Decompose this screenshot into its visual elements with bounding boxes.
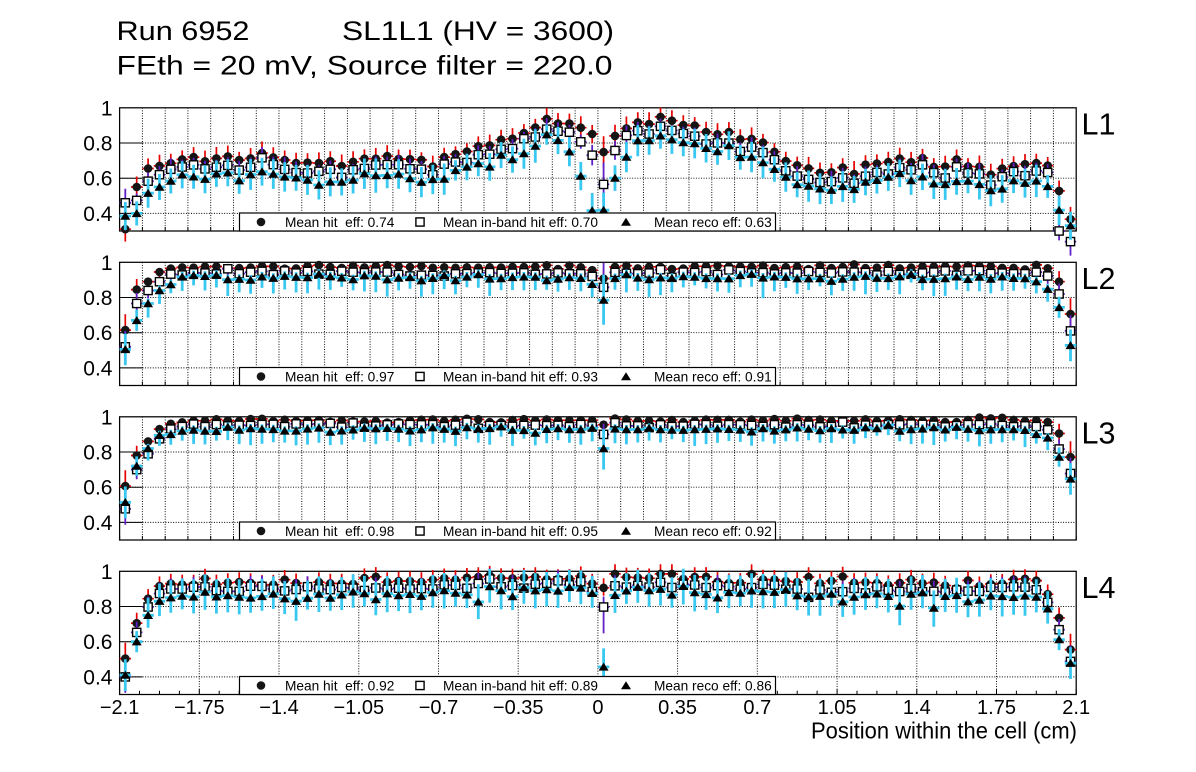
svg-text:0.4: 0.4 bbox=[83, 512, 113, 535]
svg-text:−0.7: −0.7 bbox=[419, 697, 458, 719]
svg-text:0.7: 0.7 bbox=[743, 697, 771, 719]
svg-text:0: 0 bbox=[592, 697, 603, 719]
svg-text:0.4: 0.4 bbox=[83, 203, 113, 226]
svg-text:0.8: 0.8 bbox=[83, 596, 112, 619]
svg-text:0.8: 0.8 bbox=[83, 133, 112, 156]
svg-text:Mean in-band hit eff: 0.70: Mean in-band hit eff: 0.70 bbox=[443, 215, 598, 230]
svg-text:1: 1 bbox=[101, 561, 113, 584]
svg-text:1: 1 bbox=[101, 252, 113, 275]
svg-text:0.6: 0.6 bbox=[83, 477, 112, 500]
svg-text:0.4: 0.4 bbox=[83, 666, 113, 689]
svg-text:1.75: 1.75 bbox=[977, 697, 1016, 719]
svg-text:0.4: 0.4 bbox=[83, 357, 113, 380]
svg-text:0.6: 0.6 bbox=[83, 631, 112, 654]
svg-text:−1.05: −1.05 bbox=[333, 697, 384, 719]
svg-text:−2.1: −2.1 bbox=[100, 697, 139, 719]
svg-text:−1.4: −1.4 bbox=[259, 697, 298, 719]
svg-text:Mean reco eff: 0.86: Mean reco eff: 0.86 bbox=[654, 678, 772, 693]
svg-text:Mean in-band hit eff: 0.89: Mean in-band hit eff: 0.89 bbox=[443, 678, 598, 693]
svg-text:FEth = 20 mV, Source filter =: FEth = 20 mV, Source filter = 220.0 bbox=[117, 50, 613, 80]
svg-text:−0.35: −0.35 bbox=[493, 697, 544, 719]
svg-text:L2: L2 bbox=[1082, 262, 1116, 296]
svg-text:1.4: 1.4 bbox=[903, 697, 931, 719]
svg-text:0.35: 0.35 bbox=[658, 697, 697, 719]
svg-text:SL1L1 (HV = 3600): SL1L1 (HV = 3600) bbox=[342, 16, 614, 46]
svg-text:1.05: 1.05 bbox=[818, 697, 857, 719]
svg-text:1: 1 bbox=[101, 406, 113, 429]
svg-text:Run 6952: Run 6952 bbox=[117, 16, 250, 46]
svg-text:L3: L3 bbox=[1082, 417, 1116, 451]
svg-text:0.6: 0.6 bbox=[83, 168, 112, 191]
svg-text:0.8: 0.8 bbox=[83, 287, 112, 310]
svg-text:Mean hit eff: 0.74: Mean hit eff: 0.74 bbox=[285, 215, 395, 230]
svg-text:Mean hit eff: 0.92: Mean hit eff: 0.92 bbox=[285, 678, 394, 693]
svg-text:Position within the cell (cm): Position within the cell (cm) bbox=[811, 717, 1077, 743]
svg-text:L1: L1 bbox=[1082, 108, 1116, 142]
svg-text:0.8: 0.8 bbox=[83, 442, 112, 465]
svg-text:−1.75: −1.75 bbox=[174, 697, 225, 719]
svg-text:Mean reco eff: 0.92: Mean reco eff: 0.92 bbox=[654, 524, 772, 539]
svg-text:1: 1 bbox=[101, 97, 113, 120]
svg-text:Mean in-band hit eff: 0.93: Mean in-band hit eff: 0.93 bbox=[443, 369, 598, 384]
svg-text:Mean reco eff: 0.63: Mean reco eff: 0.63 bbox=[654, 215, 772, 230]
svg-text:Mean hit eff: 0.97: Mean hit eff: 0.97 bbox=[285, 369, 394, 384]
svg-text:0.6: 0.6 bbox=[83, 322, 112, 345]
svg-text:Mean in-band hit eff: 0.95: Mean in-band hit eff: 0.95 bbox=[443, 524, 598, 539]
svg-text:Mean reco eff: 0.91: Mean reco eff: 0.91 bbox=[654, 369, 772, 384]
svg-text:Mean hit eff: 0.98: Mean hit eff: 0.98 bbox=[285, 524, 395, 539]
svg-text:L4: L4 bbox=[1082, 571, 1116, 605]
svg-text:2.1: 2.1 bbox=[1062, 697, 1090, 719]
